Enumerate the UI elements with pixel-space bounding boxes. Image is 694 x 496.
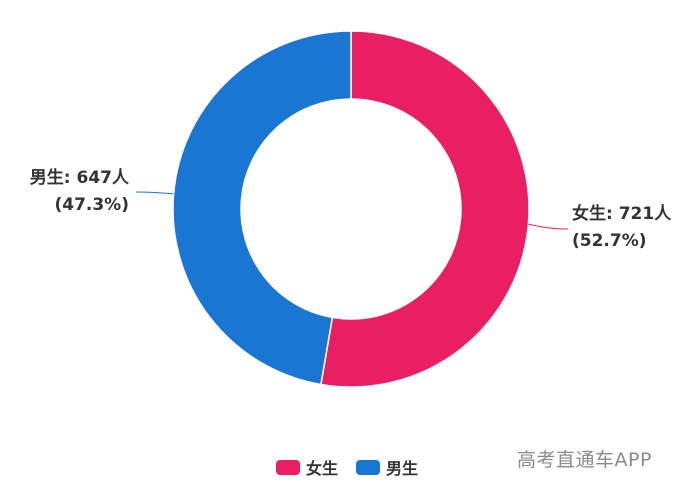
slice-labels: 女生: 721人 (52.7%) 男生: 647人 (47.3%) <box>30 167 672 251</box>
slice-female[interactable] <box>320 30 530 388</box>
legend-label-female: 女生 <box>305 459 338 478</box>
legend-item-female[interactable]: 女生 <box>275 455 338 479</box>
legend-swatch-female <box>275 459 300 475</box>
slice-label-female-percent: (52.7%) <box>572 231 647 251</box>
legend-item-male[interactable]: 男生 <box>356 455 418 479</box>
slice-male[interactable] <box>172 30 352 386</box>
leader-line-male <box>135 191 174 195</box>
slice-label-male-value: 男生: 647人 <box>30 167 130 188</box>
slice-label-male-percent: (47.3%) <box>54 195 129 215</box>
leader-line-female <box>528 223 569 230</box>
slice-label-female-value: 女生: 721人 <box>572 203 672 224</box>
legend-label-male: 男生 <box>386 459 419 478</box>
legend: 女生 男生 <box>0 455 694 479</box>
donut-slices <box>172 30 530 388</box>
legend-swatch-male <box>356 459 380 475</box>
leader-lines <box>135 191 569 230</box>
watermark: 高考直通车APP <box>517 449 652 471</box>
